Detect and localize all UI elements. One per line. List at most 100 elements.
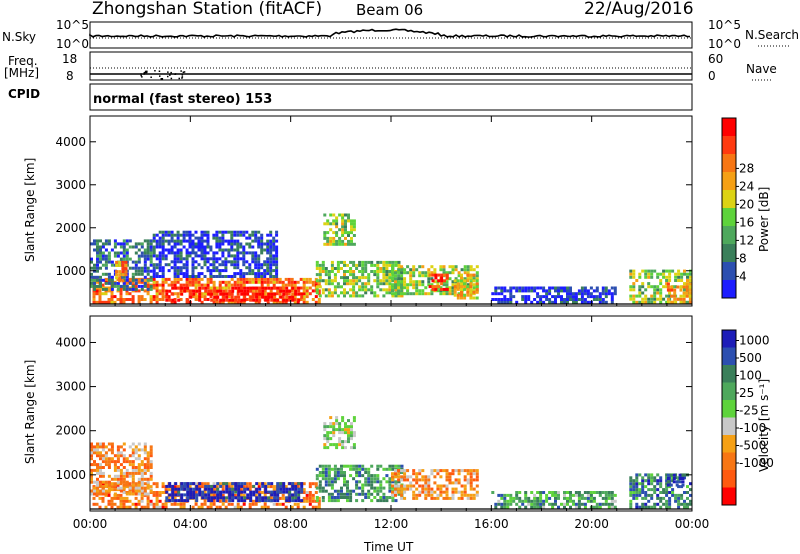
power-cell — [598, 298, 602, 301]
velocity-cell — [671, 491, 675, 494]
velocity-cell — [340, 471, 343, 474]
power-cell — [332, 236, 336, 240]
velocity-cell — [457, 490, 461, 494]
velocity-cell — [430, 496, 434, 500]
power-cell — [137, 272, 141, 276]
power-cell — [509, 289, 513, 293]
velocity-cell — [421, 469, 425, 473]
velocity-cell — [231, 496, 235, 500]
velocity-cell — [656, 496, 660, 500]
velocity-cell — [189, 490, 193, 494]
velocity-cell — [361, 467, 365, 471]
velocity-cell — [678, 473, 682, 477]
velocity-cell — [610, 505, 614, 509]
velocity-cell — [149, 466, 153, 469]
power-cell — [212, 298, 216, 301]
power-cell — [453, 293, 457, 297]
velocity-cell — [263, 482, 267, 486]
power-cell — [361, 276, 365, 280]
power-cell — [176, 277, 180, 281]
velocity-cell — [656, 493, 660, 497]
velocity-cell — [454, 481, 458, 485]
velocity-cell — [252, 484, 256, 488]
power-cell — [222, 292, 226, 296]
power-cell — [218, 230, 222, 234]
velocity-cell — [155, 499, 159, 503]
power-cell — [155, 254, 159, 258]
power-cell — [90, 284, 93, 288]
power-cell — [110, 284, 114, 288]
power-cell — [278, 277, 282, 281]
velocity-cell — [140, 471, 144, 475]
power-cell — [330, 279, 334, 283]
velocity-cell — [122, 454, 126, 458]
velocity-cell — [472, 472, 476, 476]
power-cell — [182, 239, 186, 243]
velocity-cell — [469, 496, 473, 500]
velocity-cell — [128, 486, 132, 490]
velocity-cell — [397, 472, 401, 476]
power-cell — [443, 273, 446, 277]
power-cell — [604, 286, 608, 290]
velocity-cell — [201, 496, 205, 500]
power-cell — [236, 230, 240, 234]
power-cell — [200, 230, 204, 234]
power-cell — [638, 291, 642, 295]
power-cell — [445, 271, 449, 275]
velocity-cell — [125, 460, 129, 464]
power-colorbar-segment — [722, 280, 736, 299]
velocity-cell — [589, 493, 593, 497]
velocity-cell — [119, 445, 123, 449]
power-cell — [152, 269, 156, 273]
power-cell — [155, 292, 159, 296]
velocity-cell — [460, 484, 464, 488]
velocity-cell — [101, 460, 105, 464]
power-cell — [185, 239, 189, 243]
velocity-cell — [317, 505, 321, 509]
power-cell — [140, 280, 144, 284]
power-cell — [93, 287, 96, 291]
velocity-cell — [329, 431, 333, 435]
power-cell — [158, 289, 162, 293]
power-cell — [469, 273, 473, 277]
power-cell — [140, 295, 144, 299]
power-cell — [99, 239, 102, 243]
power-cell — [233, 272, 237, 276]
velocity-cell — [101, 499, 105, 503]
velocity-cell — [198, 490, 202, 494]
power-cell — [149, 269, 153, 273]
power-cell — [266, 280, 270, 284]
power-cell — [418, 280, 422, 284]
power-cell — [206, 280, 210, 284]
velocity-cell — [583, 496, 587, 500]
velocity-cell — [317, 502, 321, 506]
power-cell — [248, 266, 252, 270]
velocity-cell — [669, 473, 673, 477]
power-cell — [101, 292, 105, 296]
power-cell — [194, 298, 198, 301]
power-cell — [260, 236, 264, 240]
velocity-cell — [647, 493, 651, 497]
velocity-cell — [98, 496, 102, 500]
velocity-cell — [125, 505, 129, 509]
power-cell — [119, 284, 123, 288]
velocity-cell — [215, 505, 219, 509]
power-cell — [98, 298, 102, 301]
power-cell — [263, 280, 267, 284]
power-cell — [321, 267, 325, 270]
power-cell — [674, 272, 678, 276]
velocity-cell — [90, 489, 93, 493]
velocity-cell — [610, 491, 614, 494]
power-cell — [632, 300, 636, 304]
velocity-cell — [93, 489, 96, 493]
velocity-cell — [370, 483, 374, 487]
velocity-cell — [330, 486, 334, 490]
power-cell — [104, 254, 108, 258]
velocity-cell — [216, 490, 220, 494]
power-cell — [189, 289, 193, 293]
power-cell — [237, 286, 241, 290]
power-cell — [385, 263, 389, 267]
velocity-colorbar-tick-label: 1000 — [739, 334, 770, 348]
velocity-cell — [629, 491, 633, 494]
velocity-cell — [171, 499, 175, 503]
